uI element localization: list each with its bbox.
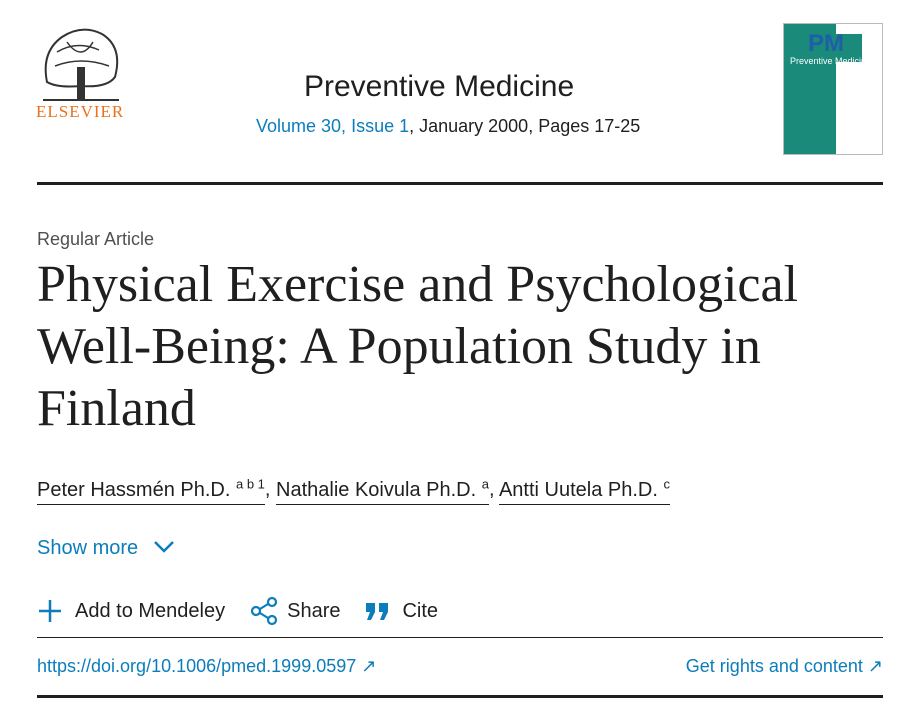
action-rule <box>37 637 883 638</box>
doi-text[interactable]: https://doi.org/10.1006/pmed.1999.0597 <box>37 656 357 676</box>
share-icon <box>251 596 278 626</box>
rights-link[interactable]: Get rights and content ↗ <box>685 656 883 676</box>
author[interactable]: Antti Uutela Ph.D. c <box>498 476 670 505</box>
rights-text[interactable]: Get rights and content <box>685 656 863 676</box>
author-affiliations[interactable]: c <box>663 476 670 491</box>
action-bar: Add to Mendeley Share Cite <box>37 596 438 626</box>
plus-icon <box>39 600 61 622</box>
author[interactable]: Nathalie Koivula Ph.D. a <box>276 476 489 505</box>
issue-line: Volume 30, Issue 1, January 2000, Pages … <box>256 116 640 137</box>
share-button[interactable]: Share <box>287 599 341 622</box>
journal-title[interactable]: Preventive Medicine <box>304 70 575 103</box>
cover-name: Preventive Medicine <box>790 56 872 66</box>
publisher-logo[interactable] <box>37 22 125 104</box>
doi-link[interactable]: https://doi.org/10.1006/pmed.1999.0597 ↗ <box>37 656 377 676</box>
author-affiliations[interactable]: a <box>481 476 489 491</box>
issue-link[interactable]: Volume 30, Issue 1 <box>256 116 410 136</box>
author-separator: , <box>488 478 495 501</box>
publisher-name: ELSEVIER <box>36 102 125 121</box>
article-type: Regular Article <box>37 229 155 249</box>
author-affiliations[interactable]: a b 1 <box>235 476 265 491</box>
author-name[interactable]: Antti Uutela Ph.D. <box>498 478 658 501</box>
chevron-icon <box>153 541 174 553</box>
cite-button[interactable]: Cite <box>402 599 439 622</box>
mendeley-button[interactable]: Add to Mendeley <box>75 599 226 622</box>
author-name[interactable]: Nathalie Koivula Ph.D. <box>276 478 477 501</box>
author[interactable]: Peter Hassmén Ph.D. a b 1 <box>37 476 265 505</box>
author-list: Peter Hassmén Ph.D. a b 1, Nathalie Koiv… <box>37 476 670 505</box>
footer-rule <box>37 695 883 698</box>
show-more[interactable]: Show more <box>37 537 176 560</box>
issue-details: , January 2000, Pages 17-25 <box>409 116 641 136</box>
show-more-label[interactable]: Show more <box>37 537 139 559</box>
article-title: Physical Exercise and Psychological Well… <box>37 256 799 437</box>
author-name[interactable]: Peter Hassmén Ph.D. <box>37 478 231 501</box>
cite-icon <box>366 603 389 620</box>
cover-logo: PM <box>808 30 844 57</box>
journal-cover[interactable]: PM Preventive Medicine <box>783 23 883 155</box>
author-separator: , <box>264 478 271 501</box>
header-rule <box>37 182 883 185</box>
